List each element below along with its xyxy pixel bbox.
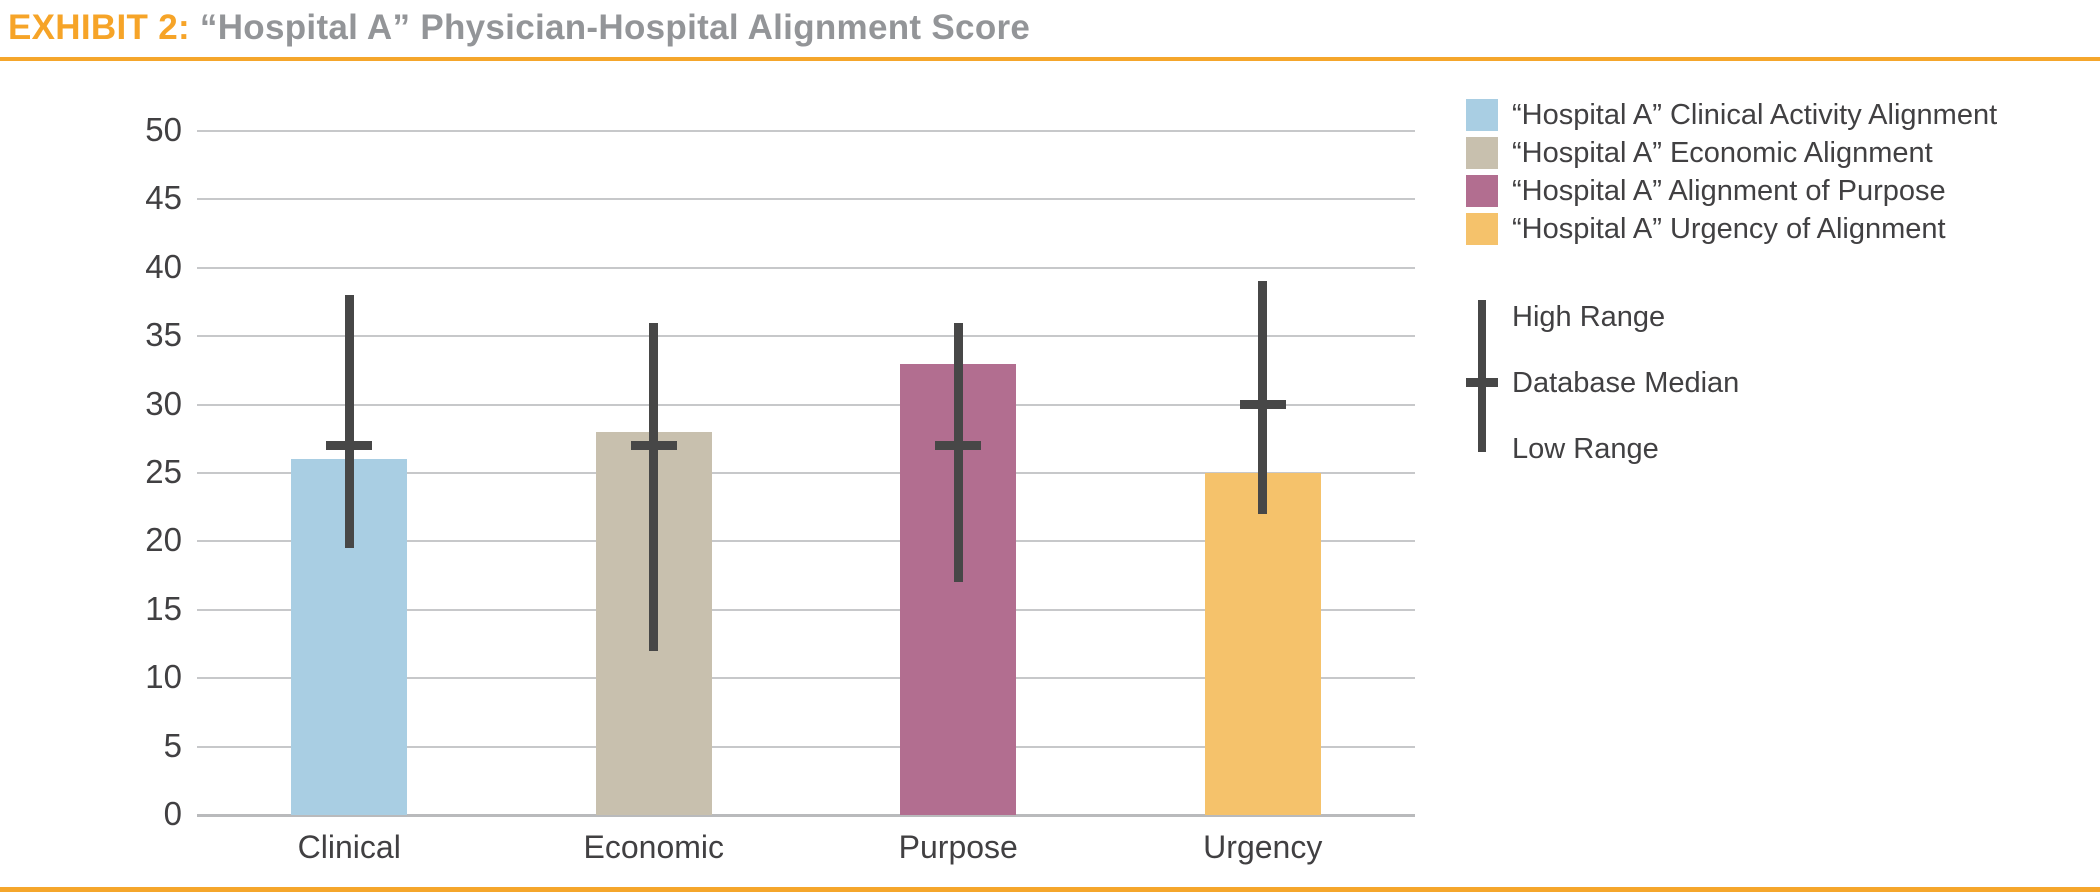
error-bar-line-purpose — [953, 322, 963, 583]
x-tick-label-purpose: Purpose — [898, 829, 1018, 865]
error-bar-line-urgency — [1258, 281, 1268, 515]
gridline — [197, 540, 1415, 543]
y-tick-label: 20 — [145, 521, 182, 559]
error-bar-line-clinical — [344, 295, 354, 549]
error-bar-line-economic — [649, 322, 659, 651]
y-tick-label: 10 — [145, 658, 182, 696]
legend-swatch — [1466, 137, 1498, 169]
gridline — [197, 745, 1415, 748]
range-glyph-line — [1478, 300, 1486, 452]
y-tick-label: 15 — [145, 589, 182, 627]
footer-divider — [0, 887, 2100, 892]
gridline — [197, 403, 1415, 406]
exhibit-header: EXHIBIT 2: “Hospital A” Physician-Hospita… — [8, 8, 1030, 48]
legend-item: “Hospital A” Clinical Activity Alignment — [1466, 96, 2100, 134]
range-glyph-median-cap — [1466, 378, 1498, 387]
page-title: “Hospital A” Physician-Hospital Alignmen… — [199, 8, 1031, 47]
gridline — [197, 130, 1415, 132]
error-bar-median-clinical — [326, 441, 373, 451]
bar-urgency — [1204, 473, 1321, 815]
error-bar-median-urgency — [1239, 400, 1286, 410]
chart-legend: “Hospital A” Clinical Activity Alignment… — [1466, 96, 2100, 482]
gridline — [197, 677, 1415, 680]
x-axis-line — [197, 813, 1415, 817]
y-tick-label: 25 — [145, 453, 182, 490]
y-tick-label: 45 — [145, 179, 182, 217]
y-tick-label: 35 — [145, 316, 182, 354]
legend-swatch — [1466, 99, 1498, 131]
gridline — [197, 198, 1415, 201]
legend-item: “Hospital A” Alignment of Purpose — [1466, 172, 2100, 210]
gridline — [197, 335, 1415, 338]
legend-item-label: “Hospital A” Economic Alignment — [1512, 136, 1933, 169]
y-tick-label: 40 — [145, 247, 182, 285]
legend-range-glyph-block: High Range Database Median Low Range — [1466, 284, 2100, 482]
error-bar-median-economic — [630, 441, 677, 451]
header-divider — [0, 57, 2100, 61]
y-tick-label: 50 — [145, 111, 182, 148]
y-tick-label: 5 — [163, 726, 182, 764]
legend-item-label: “Hospital A” Clinical Activity Alignment — [1512, 98, 1998, 131]
gridline — [197, 266, 1415, 269]
legend-range-label: Low Range — [1512, 432, 1659, 465]
x-tick-label-clinical: Clinical — [297, 829, 401, 865]
exhibit-number-label: EXHIBIT 2: — [8, 8, 190, 47]
y-tick-label: 30 — [145, 384, 182, 422]
legend-swatch — [1466, 213, 1498, 245]
y-tick-label: 0 — [163, 795, 182, 832]
legend-swatch — [1466, 175, 1498, 207]
legend-item-label: “Hospital A” Urgency of Alignment — [1512, 212, 1946, 245]
legend-range-label: Database Median — [1512, 366, 1740, 399]
gridline — [197, 608, 1415, 611]
legend-item: “Hospital A” Economic Alignment — [1466, 134, 2100, 172]
legend-item-label: “Hospital A” Alignment of Purpose — [1512, 174, 1946, 207]
legend-item: “Hospital A” Urgency of Alignment — [1466, 210, 2100, 248]
x-tick-label-urgency: Urgency — [1203, 829, 1323, 865]
gridline — [197, 472, 1415, 474]
legend-range-label: High Range — [1512, 300, 1666, 333]
x-tick-label-economic: Economic — [583, 829, 725, 865]
error-bar-median-purpose — [935, 441, 982, 451]
